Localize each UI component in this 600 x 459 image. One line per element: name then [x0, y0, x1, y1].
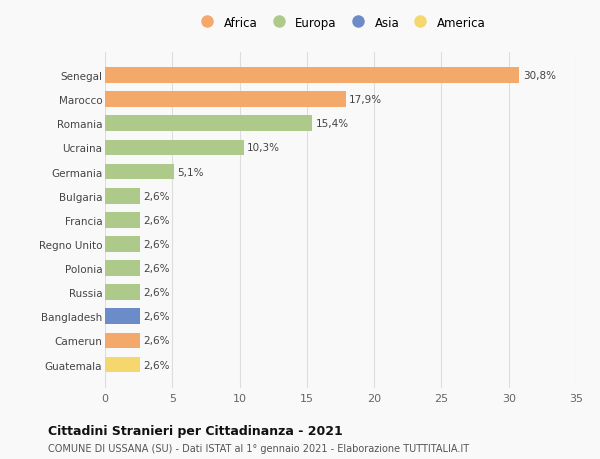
- Bar: [105, 116, 312, 132]
- Text: 17,9%: 17,9%: [349, 95, 382, 105]
- Text: 2,6%: 2,6%: [143, 263, 170, 274]
- Text: 2,6%: 2,6%: [143, 215, 170, 225]
- Bar: [105, 309, 140, 325]
- Text: 2,6%: 2,6%: [143, 336, 170, 346]
- Text: 2,6%: 2,6%: [143, 191, 170, 201]
- Bar: [105, 236, 140, 252]
- Bar: [105, 285, 140, 300]
- Bar: [105, 92, 346, 108]
- Text: 2,6%: 2,6%: [143, 360, 170, 370]
- Text: 2,6%: 2,6%: [143, 312, 170, 322]
- Text: 15,4%: 15,4%: [316, 119, 349, 129]
- Text: 2,6%: 2,6%: [143, 288, 170, 297]
- Text: 30,8%: 30,8%: [523, 71, 556, 81]
- Bar: [105, 333, 140, 348]
- Text: Cittadini Stranieri per Cittadinanza - 2021: Cittadini Stranieri per Cittadinanza - 2…: [48, 424, 343, 437]
- Text: 2,6%: 2,6%: [143, 240, 170, 249]
- Bar: [105, 68, 520, 84]
- Bar: [105, 213, 140, 228]
- Legend: Africa, Europa, Asia, America: Africa, Europa, Asia, America: [191, 12, 490, 34]
- Text: 5,1%: 5,1%: [177, 167, 203, 177]
- Text: 10,3%: 10,3%: [247, 143, 280, 153]
- Bar: [105, 140, 244, 156]
- Text: COMUNE DI USSANA (SU) - Dati ISTAT al 1° gennaio 2021 - Elaborazione TUTTITALIA.: COMUNE DI USSANA (SU) - Dati ISTAT al 1°…: [48, 443, 469, 453]
- Bar: [105, 261, 140, 276]
- Bar: [105, 164, 173, 180]
- Bar: [105, 188, 140, 204]
- Bar: [105, 357, 140, 373]
